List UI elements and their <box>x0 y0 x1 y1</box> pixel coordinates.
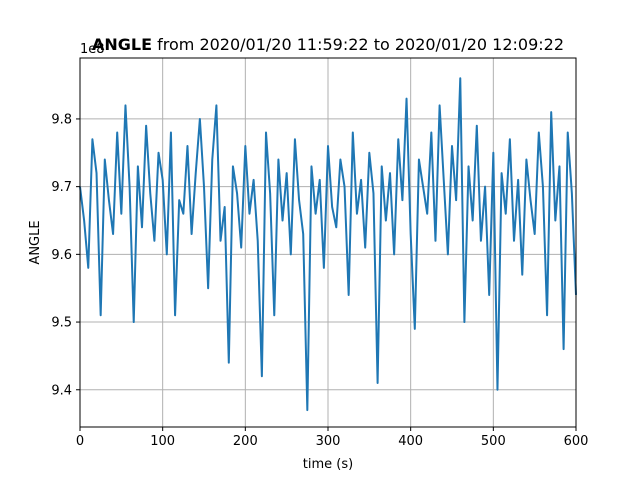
x-tick-label: 100 <box>150 434 175 449</box>
chart-title-bold: ANGLE <box>92 35 152 54</box>
x-axis-ticks: 0 100 200 300 400 500 600 <box>76 427 589 449</box>
x-axis-label: time (s) <box>303 457 353 472</box>
y-axis-ticks: 9.4 9.5 9.6 9.7 9.8 <box>51 112 80 398</box>
chart-title-rest: from 2020/01/20 11:59:22 to 2020/01/20 1… <box>152 35 564 54</box>
y-tick-label: 9.7 <box>51 180 72 195</box>
y-tick-label: 9.6 <box>51 248 72 263</box>
x-tick-label: 500 <box>481 434 506 449</box>
x-tick-label: 600 <box>564 434 589 449</box>
x-tick-label: 300 <box>316 434 341 449</box>
y-axis-offset-text: 1e8 <box>80 42 105 57</box>
x-tick-label: 0 <box>76 434 84 449</box>
y-tick-label: 9.8 <box>51 112 72 127</box>
y-axis-label: ANGLE <box>28 220 43 264</box>
x-tick-label: 400 <box>398 434 423 449</box>
x-tick-label: 200 <box>233 434 258 449</box>
y-tick-label: 9.5 <box>51 316 72 331</box>
data-series <box>79 77 577 412</box>
series-line <box>79 77 577 412</box>
chart-title: ANGLE from 2020/01/20 11:59:22 to 2020/0… <box>92 35 564 54</box>
y-tick-label: 9.4 <box>51 383 72 398</box>
